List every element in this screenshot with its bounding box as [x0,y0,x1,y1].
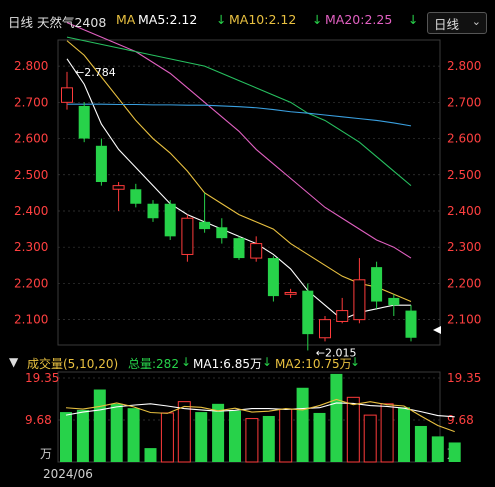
volume-bar-down [229,410,241,462]
ma10-arrow-icon: ↓ [216,12,227,27]
candle-body-down [388,297,400,306]
price-tick-label-left: 2.700 [14,95,48,109]
candle-body-down [302,290,314,335]
volume-bar-down [448,442,461,462]
candle-body-down [371,267,383,302]
volume-bar-down [414,425,427,462]
volume-bar-down [431,436,444,462]
volume-tick-label-right: 9.68 [447,413,474,427]
price-tick-label-left: 2.600 [14,132,48,146]
candle-body-down [199,221,211,230]
volume-bar-down [93,389,106,462]
volume-bar-down [398,407,410,462]
volume-bar-up [346,396,360,463]
volume-total-arrow-icon: ↓ [181,355,192,369]
candle-body-down [405,310,417,338]
volume-bar-down [60,412,72,462]
candle-body-down [267,258,279,297]
volume-title: 成交量(5,10,20) [27,357,119,371]
candle-body-up [284,291,297,295]
volume-unit-left: 万 [40,447,52,461]
price-tick-label-right: 2.100 [447,313,481,327]
volume-bar-up [177,401,191,463]
price-tick-label-right: 2.500 [447,168,481,182]
volume-bar-up [245,418,259,463]
chart-title: 日线 天然气2408 [8,15,107,30]
ma20-label: MA20:2.25 [325,12,393,27]
candle-body-down [78,105,90,139]
volume-bar-down [127,408,140,462]
volume-collapse-icon[interactable]: ▼ [9,355,19,369]
ma-line-ma20 [66,22,412,259]
candle-body-up [181,217,194,255]
volume-bar-down [313,412,326,462]
ma-line-ma60 [66,36,412,187]
period-select-label: 日线 [434,16,460,32]
volume-bar-down [76,409,89,462]
volume-bar-down [195,412,208,462]
price-tick-label-right: 2.800 [447,59,481,73]
price-tick-label-right: 2.600 [447,132,481,146]
candle-body-down [130,189,142,204]
candle-body-up [353,279,366,321]
candle-body-down [164,203,176,237]
price-tick-label-left: 2.400 [14,204,48,218]
current-price-pointer-icon [433,326,441,334]
candle-body-down [216,227,228,239]
chevron-down-icon: ⌄ [471,15,481,28]
volume-ma2-arrow-icon: ↓ [350,355,361,369]
candle-body-down [233,238,245,259]
volume-bar-up [279,408,293,463]
ma-more-arrow-icon: ↓ [408,12,419,27]
volume-bar-down [110,403,123,462]
candle-body-up [336,310,349,322]
volume-bar-down [212,403,225,462]
ma5-label: MA5:2.12 [138,12,198,27]
period-select[interactable]: 日线 ⌄ [427,12,487,34]
candle-body-up [61,87,73,103]
price-annotation-high: ←2.784 [75,66,116,79]
price-tick-label-left: 2.200 [14,276,48,290]
volume-bar-down [296,387,309,462]
volume-tick-label-left: 9.68 [25,413,52,427]
volume-bar-down [262,415,275,462]
price-tick-label-right: 2.300 [447,240,481,254]
volume-ma2: MA2:10.75万 [275,357,352,371]
price-tick-label-right: 2.200 [447,276,481,290]
price-plot-frame [57,39,441,346]
price-tick-label-right: 2.700 [447,95,481,109]
volume-ma1: MA1:6.85万 [193,357,262,371]
ma-line-ma120 [67,103,412,127]
price-tick-label-left: 2.100 [14,313,48,327]
volume-total: 总量:282 [128,357,179,371]
price-tick-label-left: 2.800 [14,59,48,73]
ma-prefix: MA [116,12,136,27]
volume-ma-line-ma2 [65,398,455,433]
candle-body-up [319,319,331,339]
candle-body-up [112,185,125,190]
ma10-label: MA10:2.12 [229,12,297,27]
candle-body-down [147,203,159,219]
volume-tick-label-left: 19.35 [25,371,59,385]
volume-bar-up [363,414,377,463]
price-annotation-low: ←2.015 [316,346,357,359]
price-tick-label-left: 2.300 [14,240,48,254]
ma20-arrow-icon: ↓ [312,12,323,27]
candle-body-down [95,145,107,183]
volume-bar-down [330,373,343,462]
volume-ma-line-ma1 [65,402,455,418]
volume-ma1-arrow-icon: ↓ [262,355,273,369]
volume-bar-up [160,412,174,463]
x-tick-label: 2024/06 [43,467,93,481]
volume-bar-down [144,448,157,462]
price-tick-label-left: 2.500 [14,168,48,182]
candle-body-up [250,243,263,259]
price-tick-label-right: 2.400 [447,204,481,218]
volume-bar-up [380,403,394,463]
volume-tick-label-right: 19.35 [447,371,481,385]
